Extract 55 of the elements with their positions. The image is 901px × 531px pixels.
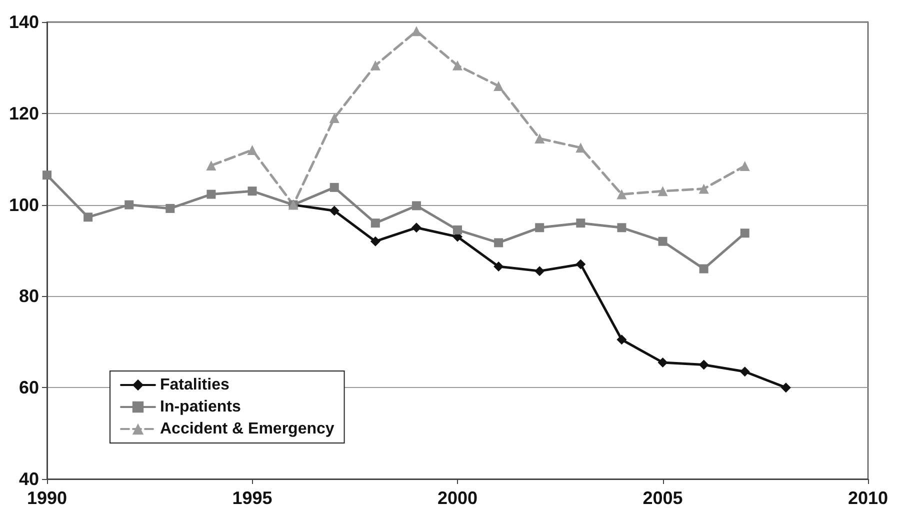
point (411, 222, 422, 233)
x-tick-label: 1990 (26, 488, 68, 508)
point (616, 189, 627, 200)
point (617, 223, 626, 232)
point (494, 80, 504, 91)
legend-label: Fatalities (160, 376, 230, 394)
point (370, 60, 380, 70)
legend-label: Accident & Emergency (160, 420, 334, 438)
x-tick-label: 2010 (848, 488, 888, 508)
y-tick-label: 120 (8, 103, 39, 124)
point (494, 261, 504, 272)
y-tick-label: 100 (8, 194, 39, 215)
point (698, 184, 709, 194)
point (370, 236, 380, 246)
point (452, 60, 462, 70)
point (494, 238, 504, 248)
point (411, 26, 422, 36)
point (740, 228, 750, 238)
point (206, 160, 216, 170)
point (534, 266, 545, 276)
point (576, 218, 586, 228)
point (658, 357, 668, 368)
point (84, 212, 93, 222)
legend-label: In-patients (160, 398, 241, 416)
y-tick-label: 40 (18, 469, 39, 489)
point (576, 142, 586, 153)
point (534, 134, 545, 144)
point (616, 334, 627, 345)
x-tick-label: 1995 (232, 488, 272, 508)
point (248, 186, 257, 196)
x-tick-label: 2000 (437, 488, 478, 508)
point (740, 160, 750, 171)
point (206, 190, 216, 199)
point (166, 204, 175, 213)
point (535, 223, 544, 232)
point (780, 382, 791, 393)
point (124, 200, 134, 210)
point (576, 259, 586, 270)
point (330, 182, 339, 192)
y-tick-label: 80 (18, 286, 39, 306)
point (42, 170, 52, 180)
y-tick-label: 140 (8, 12, 39, 32)
y-tick-label: 60 (18, 378, 39, 398)
point (412, 201, 421, 210)
point (658, 236, 668, 246)
point (247, 144, 258, 155)
point (370, 218, 380, 228)
point (698, 360, 709, 370)
point (329, 206, 340, 216)
x-tick-label: 2005 (642, 488, 683, 508)
point (740, 366, 750, 377)
point (658, 186, 668, 196)
point (329, 112, 340, 123)
point (699, 264, 708, 274)
point (453, 225, 462, 234)
